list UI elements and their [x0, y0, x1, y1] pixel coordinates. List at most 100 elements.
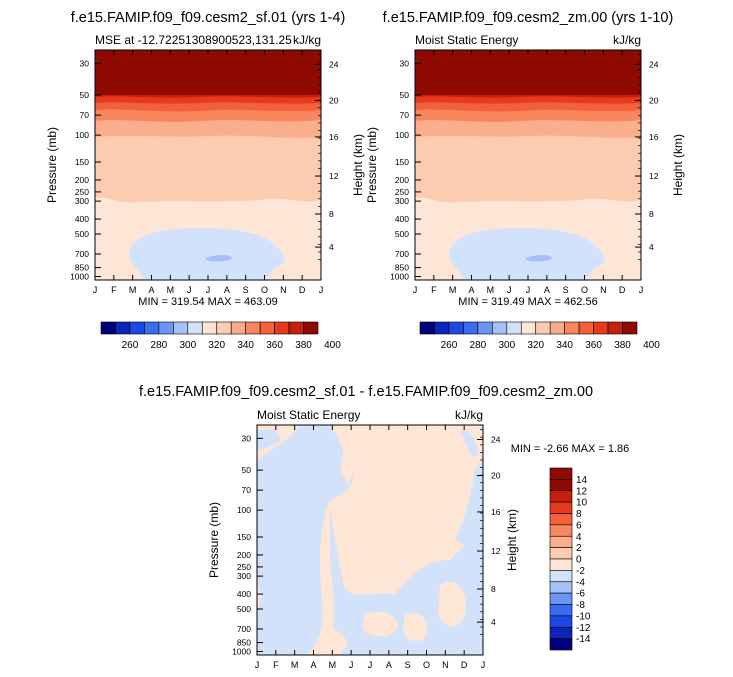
- x-tick-label: F: [111, 285, 117, 295]
- y-tick-label: 300: [237, 571, 251, 581]
- y2-tick-label: 24: [649, 59, 659, 69]
- x-tick-label: A: [224, 285, 230, 295]
- y-tick-label: 30: [80, 58, 90, 68]
- x-tick-label: N: [600, 285, 607, 295]
- colorbar-label: 380: [614, 340, 631, 351]
- x-tick-label: N: [280, 285, 287, 295]
- y-tick-label: 700: [75, 249, 89, 259]
- panel-1-stats: MIN = 319.54 MAX = 463.09: [138, 296, 277, 308]
- x-tick-label: M: [487, 285, 495, 295]
- y-tick-label: 100: [395, 130, 409, 140]
- panel-2-title: f.e15.FAMIP.f09_f09.cesm2_zm.00 (yrs 1-1…: [383, 10, 674, 26]
- panel-3-title: f.e15.FAMIP.f09_f09.cesm2_sf.01 - f.e15.…: [139, 384, 593, 400]
- colorbar-swatch: [549, 547, 573, 560]
- y2-tick-label: 20: [329, 96, 339, 106]
- x-tick-label: S: [405, 660, 411, 670]
- y-tick-label: 300: [395, 196, 409, 206]
- colorbar-swatch: [506, 321, 522, 335]
- colorbar-swatch: [549, 615, 573, 628]
- y-tick-label: 150: [237, 532, 251, 542]
- colorbar-swatch: [549, 524, 573, 537]
- colorbar-swatch: [549, 581, 573, 594]
- panel-2-right-label: kJ/kg: [613, 33, 641, 47]
- colorbar-label: 400: [324, 340, 341, 351]
- colorbar-swatch: [187, 321, 203, 335]
- x-tick-label: O: [581, 285, 588, 295]
- colorbar-label: 360: [585, 340, 602, 351]
- colorbar-label: -14: [576, 634, 591, 645]
- y-tick-label: 200: [237, 550, 251, 560]
- colorbar-swatch: [549, 479, 573, 492]
- colorbar-swatch: [245, 321, 261, 335]
- y2-tick-label: 16: [649, 132, 659, 142]
- panel-3-y2label: Height (km): [505, 509, 519, 571]
- panel-3-ylabel: Pressure (mb): [207, 502, 221, 578]
- y-tick-label: 400: [75, 214, 89, 224]
- y2-tick-label: 8: [649, 209, 654, 219]
- x-tick-label: M: [167, 285, 175, 295]
- colorbar-swatch: [463, 321, 479, 335]
- panel-3-field: [257, 425, 483, 655]
- colorbar-swatch: [549, 501, 573, 514]
- colorbar-swatch: [477, 321, 493, 335]
- colorbar-label: 320: [527, 340, 544, 351]
- colorbar-swatch: [100, 321, 116, 335]
- colorbar-swatch: [129, 321, 145, 335]
- x-tick-label: F: [273, 660, 279, 670]
- panel-1-left-label: MSE at -12.72251308900523,131.25: [95, 33, 292, 47]
- y2-tick-label: 12: [329, 171, 339, 181]
- y-tick-label: 400: [237, 589, 251, 599]
- y-tick-label: 70: [80, 110, 90, 120]
- panel-1-colorbar: 260 280 300 320 340 360 380 400: [100, 321, 341, 351]
- panel-1-field: [95, 50, 321, 280]
- x-tick-label: D: [619, 285, 626, 295]
- y-tick-label: 500: [395, 229, 409, 239]
- colorbar-label: -12: [576, 623, 591, 634]
- y-tick-label: 30: [242, 433, 252, 443]
- panel-2-colorbar: 260 280 300 320 340 360 380 400: [419, 321, 660, 351]
- panel-2-left-label: Moist Static Energy: [415, 33, 518, 47]
- y2-tick-label: 16: [491, 507, 501, 517]
- x-tick-label: A: [148, 285, 154, 295]
- panel-2-stats: MIN = 319.49 MAX = 462.56: [458, 296, 597, 308]
- colorbar-label: 300: [498, 340, 515, 351]
- colorbar-label: 12: [576, 486, 588, 497]
- x-tick-label: J: [255, 660, 260, 670]
- colorbar-label: -6: [576, 589, 585, 600]
- colorbar-swatch: [549, 592, 573, 605]
- panel-1-ylabel: Pressure (mb): [45, 127, 59, 203]
- x-tick-label: J: [206, 285, 211, 295]
- y2-tick-label: 8: [329, 209, 334, 219]
- colorbar-swatch: [173, 321, 189, 335]
- colorbar-swatch: [288, 321, 304, 335]
- x-tick-label: A: [468, 285, 474, 295]
- colorbar-swatch: [492, 321, 508, 335]
- colorbar-swatch: [201, 321, 218, 335]
- x-tick-label: M: [129, 285, 137, 295]
- colorbar-label: 10: [576, 498, 588, 509]
- colorbar-label: 380: [295, 340, 312, 351]
- colorbar-swatch: [549, 638, 573, 651]
- y-tick-label: 50: [400, 90, 410, 100]
- panel-3-stats: MIN = -2.66 MAX = 1.86: [511, 443, 630, 455]
- y-tick-label: 150: [75, 157, 89, 167]
- y-tick-label: 250: [75, 187, 89, 197]
- y-tick-label: 1000: [70, 272, 89, 282]
- x-tick-label: J: [93, 285, 98, 295]
- x-tick-label: J: [507, 285, 512, 295]
- colorbar-swatch: [144, 321, 160, 335]
- colorbar-swatch: [419, 321, 435, 335]
- y2-tick-label: 24: [491, 434, 501, 444]
- y-tick-label: 850: [395, 263, 409, 273]
- y-tick-label: 500: [75, 229, 89, 239]
- y2-tick-label: 12: [649, 171, 659, 181]
- x-tick-label: J: [319, 285, 324, 295]
- y-tick-label: 100: [75, 130, 89, 140]
- y2-tick-label: 4: [649, 242, 654, 252]
- colorbar-label: 6: [576, 520, 582, 531]
- colorbar-label: 280: [151, 340, 168, 351]
- colorbar-swatch: [303, 321, 319, 335]
